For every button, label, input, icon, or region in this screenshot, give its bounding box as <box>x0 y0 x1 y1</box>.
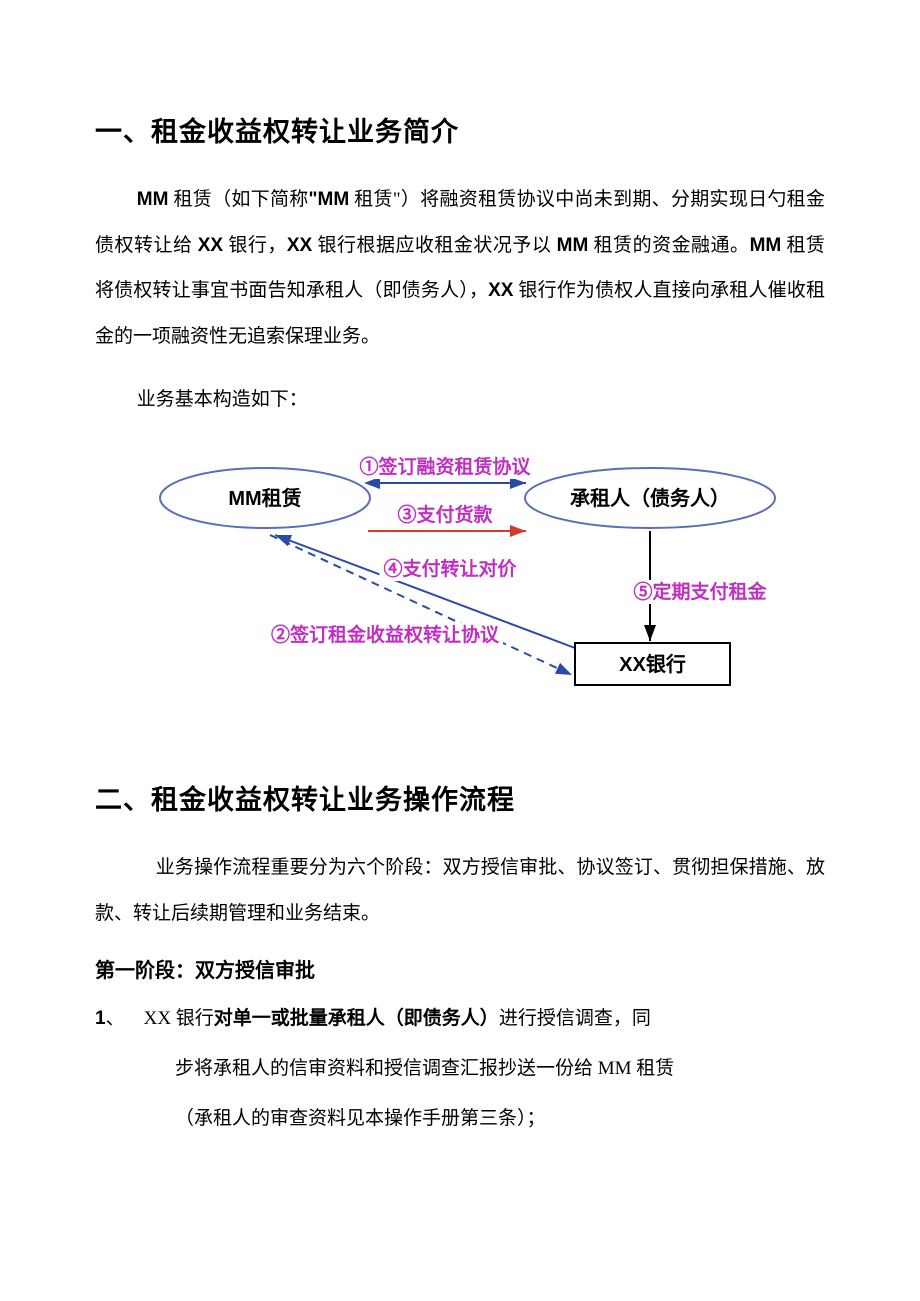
token-mm-2: "MM <box>309 189 350 210</box>
svg-text:MM租赁: MM租赁 <box>228 486 301 510</box>
section2-heading: 二、租金收益权转让业务操作流程 <box>95 778 825 817</box>
text: 银行， <box>223 235 287 256</box>
list-item-1-line2: 步将承租人的信审资料和授信调查汇报抄送一份给 MM 租赁 <box>95 1047 825 1091</box>
document-page: 一、租金收益权转让业务简介 MM 租赁（如下简称"MM 租赁"）将融资租赁协议中… <box>0 0 920 1206</box>
text: 租赁的资金融通。 <box>588 235 749 256</box>
svg-text:①签订融资租赁协议: ①签订融资租赁协议 <box>359 455 531 478</box>
token-mm-3: MM <box>557 235 589 256</box>
section2-paragraph1: 业务操作流程重要分为六个阶段：双方授信审批、协议签订、贯彻担保措施、放款、转让后… <box>95 845 825 936</box>
svg-text:②签订租金收益权转让协议: ②签订租金收益权转让协议 <box>271 623 500 646</box>
list-number: 1 <box>95 1008 106 1029</box>
text: 租赁（如下简称 <box>168 189 308 210</box>
token-xx-1: XX <box>198 235 223 256</box>
token-mm-1: MM <box>137 189 169 210</box>
svg-text:③支付货款: ③支付货款 <box>397 503 493 526</box>
svg-text:承租人（债务人）: 承租人（债务人） <box>570 486 730 510</box>
svg-text:XX银行: XX银行 <box>619 652 686 676</box>
section1-paragraph1: MM 租赁（如下简称"MM 租赁"）将融资租赁协议中尚未到期、分期实现日勺租金债… <box>95 177 825 359</box>
list-sep: 、 <box>106 1008 125 1029</box>
flow-diagram: MM租赁 承租人（债务人） XX银行 ①签订融资租赁协议 ③支付货款 ④支付转让对价 ⑤定期… <box>95 443 825 708</box>
svg-text:⑤定期支付租金: ⑤定期支付租金 <box>633 580 767 603</box>
flow-diagram-svg: MM租赁 承租人（债务人） XX银行 ①签订融资租赁协议 ③支付货款 ④支付转让对价 ⑤定期… <box>140 443 780 703</box>
svg-text:④支付转让对价: ④支付转让对价 <box>383 557 517 580</box>
section1-paragraph2: 业务基本构造如下： <box>95 377 825 423</box>
text: 银行根据应收租金状况予以 <box>312 235 556 256</box>
text: XX 银行 <box>144 1008 214 1029</box>
stage1-title: 第一阶段：双方授信审批 <box>95 954 825 983</box>
text: 进行授信调查，同 <box>499 1008 651 1029</box>
list-item-1-line1: 1、 XX 银行对单一或批量承租人（即债务人）进行授信调查，同 <box>95 997 825 1041</box>
bold-span: 对单一或批量承租人（即债务人） <box>214 1008 499 1029</box>
token-xx-2: XX <box>287 235 312 256</box>
token-xx-3: XX <box>488 280 513 301</box>
list-item-1-line3: （承租人的审查资料见本操作手册第三条）； <box>95 1097 825 1141</box>
section1-heading: 一、租金收益权转让业务简介 <box>95 110 825 149</box>
token-mm-4: MM <box>750 235 782 256</box>
